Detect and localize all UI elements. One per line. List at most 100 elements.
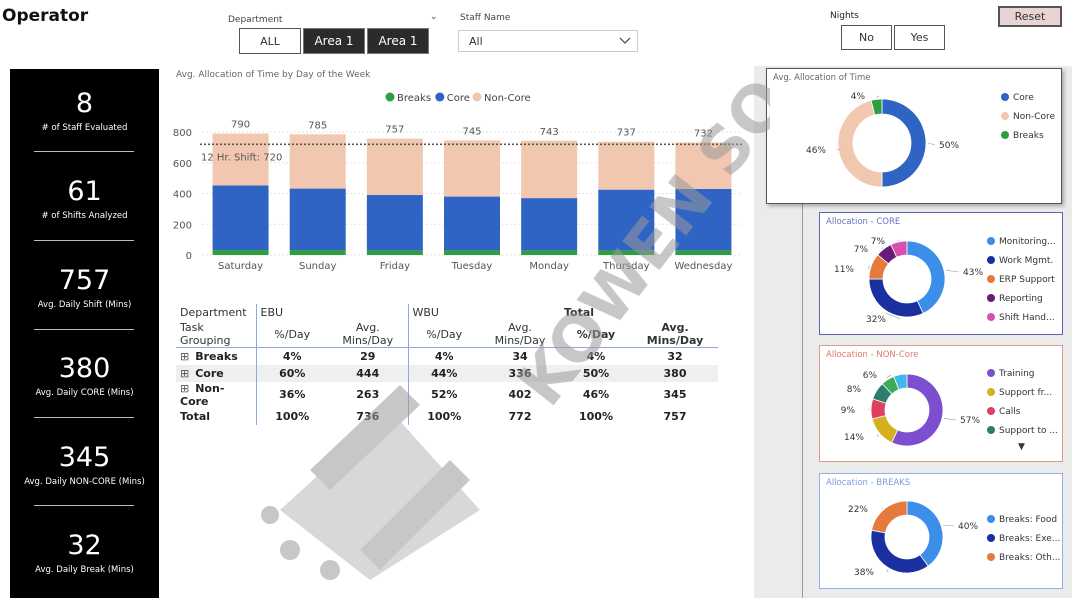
bar-total-label: 785 [308, 120, 327, 131]
cell-value: 52% [407, 381, 480, 408]
bar-segment-core[interactable] [212, 185, 269, 251]
department-area-button[interactable]: Area 1 [367, 28, 429, 54]
bar-segment-non-core[interactable] [598, 141, 655, 190]
bar-segment-core[interactable] [521, 198, 578, 251]
legend-label: Training [998, 369, 1035, 379]
bar-segment-breaks[interactable] [289, 250, 346, 255]
donut-slice[interactable] [881, 98, 927, 188]
donut-slice[interactable] [871, 500, 908, 534]
bar-segment-breaks[interactable] [212, 250, 269, 255]
donut-slice[interactable] [870, 98, 883, 116]
bar-segment-breaks[interactable] [444, 250, 500, 255]
legend-label: Support to ... [999, 426, 1058, 436]
caret-down-icon[interactable]: ▼ [1018, 442, 1025, 452]
cell-value: %/Day [255, 321, 328, 348]
cell-value [480, 304, 560, 321]
bar-segment-breaks[interactable] [521, 250, 578, 255]
bar-segment-non-core[interactable] [521, 140, 578, 199]
kpi-avg-daily-shift: 757 Avg. Daily Shift (Mins) [10, 266, 159, 311]
staff-name-dropdown[interactable]: All [458, 30, 638, 52]
department-all-button[interactable]: ALL [239, 28, 301, 54]
cell-value: 100% [255, 407, 328, 425]
staff-name-value: All [469, 35, 483, 48]
donut-chart-overall: 50% 46% 4% Core Non-Core Breaks [806, 92, 1055, 188]
bar-segment-core[interactable] [675, 188, 732, 251]
slice-label: 8% [847, 385, 862, 395]
donut-slice[interactable] [868, 278, 924, 318]
cell-value: 44% [407, 364, 480, 382]
table-row: Total 100% 736 100% 772 100% 757 [176, 407, 718, 425]
legend-label: Breaks: Oth... [999, 553, 1060, 563]
slice-label: 9% [841, 406, 856, 416]
donut-chart-core: 43%32%11%7%7% Monitoring...Work Mgmt.ERP … [834, 237, 1056, 325]
donut-slice[interactable] [871, 414, 899, 444]
table-row[interactable]: ⊞ Core 60% 444 44% 336 50% 380 [176, 364, 718, 382]
bar-segment-non-core[interactable] [366, 138, 423, 196]
kpi-label: # of Shifts Analyzed [41, 211, 128, 221]
donut-slice[interactable] [893, 373, 908, 391]
cell-value [328, 304, 408, 321]
donut-card-overall[interactable]: Avg. Allocation of Time 50% 46% 4% Core Non-… [766, 68, 1062, 204]
divider [34, 151, 134, 152]
bar-segment-non-core[interactable] [289, 134, 346, 189]
legend-marker [987, 553, 995, 561]
row-label: Total [180, 409, 211, 423]
bar-segment-non-core[interactable] [212, 133, 269, 186]
table-row[interactable]: ⊞ Non-Core 36% 263 52% 402 46% 345 [176, 381, 718, 408]
donut-chart-breaks: 40% 38% 22% Breaks: Food Breaks: Exe... Break… [848, 500, 1060, 578]
bar-segment-core[interactable] [289, 188, 346, 251]
legend-label: Reporting [999, 294, 1043, 304]
bar-segment-breaks[interactable] [598, 250, 655, 255]
bar-segment-core[interactable] [598, 189, 655, 251]
cell-value: 263 [356, 388, 380, 401]
legend-marker [987, 256, 995, 264]
slice-label: 22% [848, 505, 868, 515]
card-title: Allocation - NON-Core [826, 350, 919, 360]
bar-segment-core[interactable] [444, 196, 500, 251]
y-tick-label: 600 [173, 159, 192, 170]
legend-label: Breaks: Exe... [999, 534, 1060, 544]
donut-slice[interactable] [906, 500, 944, 567]
expand-icon[interactable]: ⊞ [180, 381, 190, 395]
x-tick-label: Monday [529, 261, 569, 272]
legend-label: ERP Support [999, 275, 1055, 285]
bar-segment-breaks[interactable] [366, 250, 423, 255]
legend-marker [987, 294, 995, 302]
kpi-panel: 8 # of Staff Evaluated 61 # of Shifts An… [10, 69, 159, 598]
expand-icon[interactable]: ⊞ [180, 366, 190, 380]
legend-label: Non-Core [484, 93, 531, 104]
donut-slice[interactable] [891, 373, 944, 447]
chevron-down-icon[interactable]: ⌄ [430, 12, 438, 22]
legend-label: Core [1013, 93, 1034, 103]
donut-card-breaks[interactable]: Allocation - BREAKS 40% 38% 22% Breaks: Foo… [819, 473, 1063, 589]
bar-segment-non-core[interactable] [675, 142, 732, 189]
card-title: Allocation - CORE [826, 217, 901, 227]
legend-label: Breaks [397, 93, 431, 104]
expand-icon[interactable]: ⊞ [180, 349, 190, 363]
slice-label: 57% [960, 416, 980, 426]
donut-card-noncore[interactable]: Allocation - NON-Core 57% 14% 9% 8% 6% Traini… [819, 345, 1063, 462]
table-row[interactable]: ⊞ Breaks 4% 29 4% 34 4% 32 [176, 347, 718, 365]
leader-line [886, 374, 892, 379]
donut-slice[interactable] [870, 529, 929, 574]
bar-segment-non-core[interactable] [444, 140, 500, 197]
bar-segment-breaks[interactable] [675, 250, 732, 255]
cell-value: 60% [255, 364, 328, 382]
nights-no-button[interactable]: No [841, 25, 892, 50]
donut-card-core[interactable]: Allocation - CORE 43% 32% 11% 7% 7% Monitorin… [819, 212, 1063, 335]
legend-label: Work Mgmt. [999, 256, 1053, 266]
cell-value: 736 [356, 409, 380, 423]
bar-segment-core[interactable] [366, 195, 423, 251]
legend-label: Breaks: Food [999, 515, 1057, 525]
y-tick-label: 400 [173, 190, 192, 201]
nights-label: Nights [830, 11, 859, 21]
row-label: Task Grouping [180, 321, 231, 347]
legend-label: Calls [999, 407, 1021, 417]
department-area-button[interactable]: Area 1 [303, 28, 365, 54]
card-title: Avg. Allocation of Time [773, 73, 871, 83]
donut-slice[interactable] [837, 99, 883, 188]
nights-yes-button[interactable]: Yes [894, 25, 945, 50]
donut-slice[interactable] [890, 240, 908, 258]
cell-value: Avg. Mins/Day [342, 321, 394, 347]
reset-button[interactable]: Reset [998, 6, 1062, 27]
